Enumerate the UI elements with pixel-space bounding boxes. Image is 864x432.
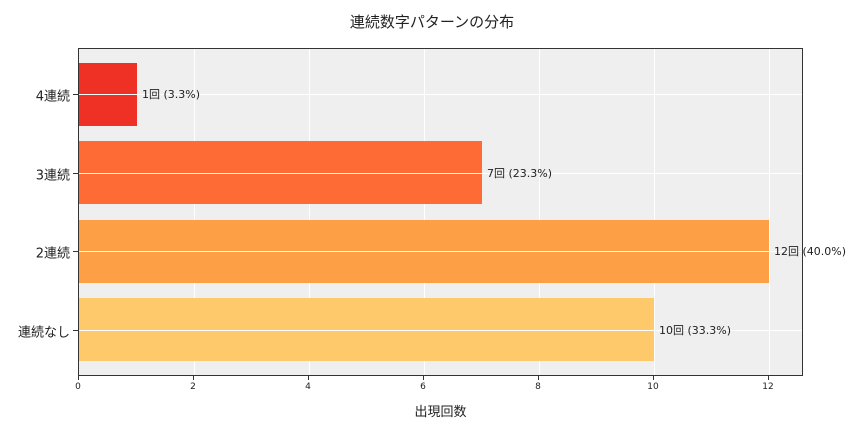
- x-tick: [193, 376, 194, 380]
- y-tick: [73, 94, 78, 95]
- grid-line: [309, 49, 310, 375]
- grid-line: [424, 49, 425, 375]
- x-tick: [653, 376, 654, 380]
- grid-line: [654, 49, 655, 375]
- y-tick-label: 連続なし: [17, 325, 70, 341]
- y-tick: [73, 173, 78, 174]
- x-tick-label: 0: [75, 382, 81, 392]
- x-tick-label: 4: [305, 382, 311, 392]
- x-tick: [78, 376, 79, 380]
- y-tick-label: 2連続: [35, 246, 70, 262]
- y-tick-label: 4連続: [35, 89, 70, 105]
- x-axis-title: 出現回数: [414, 405, 467, 420]
- x-tick-label: 12: [762, 382, 774, 392]
- x-tick-label: 6: [420, 382, 426, 392]
- x-tick-label: 10: [647, 382, 659, 392]
- grid-line: [194, 49, 195, 375]
- bar-value-label: 12回 (40.0%): [774, 245, 847, 258]
- bar-value-label: 1回 (3.3%): [142, 88, 201, 101]
- x-tick: [538, 376, 539, 380]
- bar-no-consecutive: [79, 298, 654, 361]
- chart-title: 連続数字パターンの分布: [349, 13, 515, 31]
- grid-line: [79, 330, 802, 331]
- grid-line: [79, 94, 802, 95]
- plot-area: 1回 (3.3%) 7回 (23.3%) 12回 (40.0%) 10回 (33…: [78, 48, 846, 376]
- x-tick: [768, 376, 769, 380]
- y-tick: [73, 251, 78, 252]
- bar-3-consecutive: [79, 141, 482, 204]
- y-tick: [73, 330, 78, 331]
- x-tick: [308, 376, 309, 380]
- bar-value-label: 10回 (33.3%): [659, 324, 732, 337]
- grid-line: [539, 49, 540, 375]
- x-tick-label: 8: [535, 382, 541, 392]
- x-tick: [423, 376, 424, 380]
- bar-value-label: 7回 (23.3%): [487, 167, 553, 180]
- grid-line: [79, 173, 802, 174]
- x-tick-label: 2: [190, 382, 196, 392]
- grid-line: [79, 251, 802, 252]
- grid-line: [769, 49, 770, 375]
- y-tick-label: 3連続: [35, 168, 70, 184]
